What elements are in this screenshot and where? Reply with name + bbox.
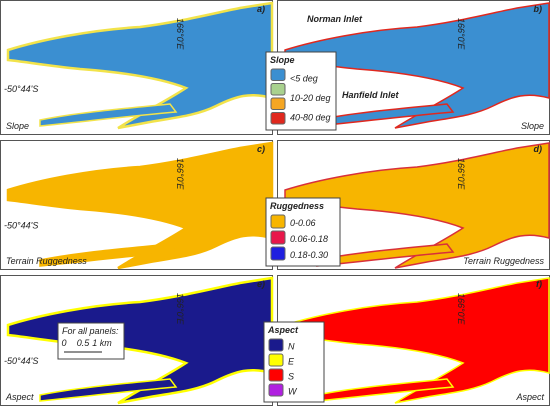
panel-letter: c): [257, 144, 265, 154]
panel-caption: Slope: [521, 121, 544, 131]
panel-letter: b): [534, 4, 543, 14]
panel-caption: Terrain Ruggedness: [463, 256, 544, 266]
legend-swatch: [270, 214, 286, 229]
scale-box: [57, 322, 125, 360]
legend-swatch: [270, 246, 286, 261]
panel-caption: Slope: [6, 121, 29, 131]
panel-letter: e): [257, 279, 265, 289]
legend-swatch: [268, 353, 284, 367]
panel-caption: Aspect: [5, 392, 34, 402]
legend-swatch: [270, 83, 286, 96]
lon-label: 166°0'E: [175, 18, 185, 50]
panel-letter: f): [536, 279, 542, 289]
legend-swatch: [268, 383, 284, 397]
lon-label: 166°0'E: [456, 293, 466, 325]
legend-swatch: [270, 230, 286, 245]
legend-label: W: [288, 387, 298, 397]
lon-label: 166°0'E: [456, 18, 466, 50]
scale-title: For all panels:: [62, 326, 119, 336]
legend-swatch: [270, 97, 286, 110]
place-label: Hanfield Inlet: [342, 90, 400, 100]
legend-label: <5 deg: [290, 74, 318, 84]
legend-label: 0.18-0.30: [290, 250, 328, 260]
legend-label: 0-0.06: [290, 218, 316, 228]
legend-label: 0.06-0.18: [290, 234, 328, 244]
scale-tick: 1 km: [92, 338, 112, 348]
legend-label: S: [288, 372, 294, 382]
legend-swatch: [270, 68, 286, 81]
legend-label: E: [288, 357, 295, 367]
panel-caption: Terrain Ruggedness: [6, 256, 87, 266]
panel-caption: Aspect: [515, 392, 544, 402]
legend-title: Ruggedness: [270, 201, 324, 211]
legend-swatch: [268, 338, 284, 352]
legend-title: Slope: [270, 55, 295, 65]
lat-label: -50°44'S: [4, 84, 38, 94]
scale-tick: 0.5: [77, 338, 91, 348]
legend-label: 40-80 deg: [290, 112, 331, 122]
panel: c) Terrain Ruggedness 166°0'E -50°44'S: [0, 140, 274, 270]
lat-label: -50°44'S: [4, 220, 38, 230]
legend-swatch: [268, 368, 284, 382]
lon-label: 166°0'E: [456, 158, 466, 190]
legend-title: Aspect: [267, 325, 299, 335]
lon-label: 166°0'E: [175, 293, 185, 325]
lon-label: 166°0'E: [175, 158, 185, 190]
panel: a) Slope 166°0'E -50°44'S: [0, 0, 274, 135]
legend-swatch: [270, 112, 286, 125]
panel-letter: d): [534, 144, 543, 154]
panel-letter: a): [257, 4, 265, 14]
legend-label: N: [288, 342, 295, 352]
lat-label: -50°44'S: [4, 356, 38, 366]
place-label: Norman Inlet: [307, 14, 363, 24]
legend-label: 10-20 deg: [290, 93, 331, 103]
panel: e) Aspect 166°0'E -50°44'S: [0, 275, 274, 406]
scale-tick: 0: [61, 338, 66, 348]
